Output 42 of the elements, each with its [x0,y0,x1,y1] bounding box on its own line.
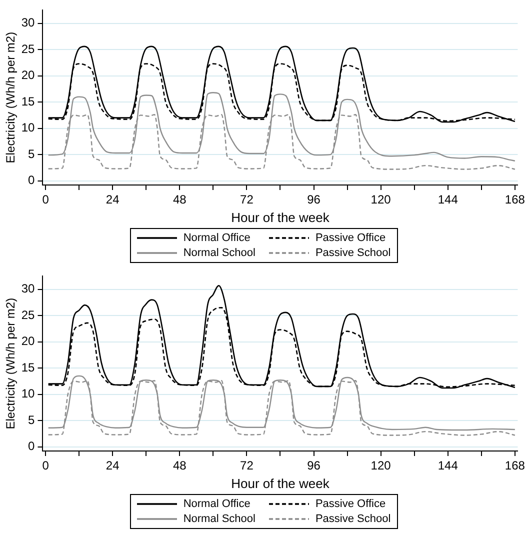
x-tick-label: 48 [172,192,187,207]
x-tick-label: 72 [240,458,254,473]
x-tick-label: 48 [172,458,187,473]
y-tick-label: 15 [21,94,36,108]
x-tick-label: 168 [504,192,526,207]
y-tick-label: 25 [21,308,36,322]
x-axis-title: Hour of the week [231,476,330,491]
legend-label: Normal School [183,246,256,260]
y-tick-label: 30 [21,16,36,30]
x-tick-label: 144 [438,192,458,207]
y-tick-label: 20 [21,68,36,82]
x-tick-label: 120 [370,458,392,473]
y-tick-label: 30 [21,282,36,296]
y-tick-label: 20 [21,334,36,348]
y-axis-title: Electricity (Wh/h per m2) [4,32,18,164]
legend-label: Normal School [183,512,256,526]
y-tick-label: 0 [28,173,36,188]
y-tick-label: 25 [21,42,36,56]
x-tick-label: 168 [504,458,526,473]
y-tick-label: 10 [21,386,36,401]
x-tick-label: 0 [42,458,50,473]
x-tick-label: 72 [240,192,254,207]
x-tick-label: 96 [307,192,321,207]
y-tick-label: 5 [28,146,36,161]
legend-label: Normal Office [183,231,250,245]
y-tick-label: 0 [28,439,36,454]
legend-label: Passive Office [315,497,386,511]
y-tick-label: 5 [28,412,36,427]
x-tick-label: 24 [106,458,120,473]
x-tick-label: 120 [370,192,392,207]
y-tick-label: 10 [21,120,36,135]
x-tick-label: 24 [106,192,120,207]
legend-label: Passive Office [315,231,386,245]
x-tick-label: 0 [42,192,50,207]
y-axis-title: Electricity (Wh/h per m2) [4,298,18,430]
y-tick-label: 15 [21,360,36,374]
legend-label: Passive School [315,512,391,526]
x-axis-title: Hour of the week [231,210,330,225]
legend-label: Passive School [315,246,391,260]
x-tick-label: 96 [307,458,321,473]
legend-label: Normal Office [183,497,250,511]
x-tick-label: 144 [438,458,458,473]
